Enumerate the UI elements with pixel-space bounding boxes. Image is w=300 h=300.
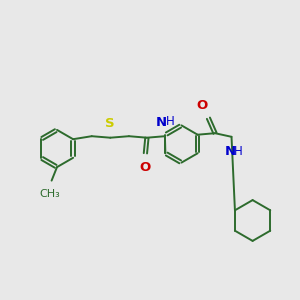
Text: O: O xyxy=(140,161,151,174)
Text: N: N xyxy=(224,145,236,158)
Text: O: O xyxy=(197,99,208,112)
Text: CH₃: CH₃ xyxy=(40,189,61,199)
Text: S: S xyxy=(106,117,115,130)
Text: N: N xyxy=(156,116,167,129)
Text: H: H xyxy=(234,145,242,158)
Text: H: H xyxy=(166,115,174,128)
